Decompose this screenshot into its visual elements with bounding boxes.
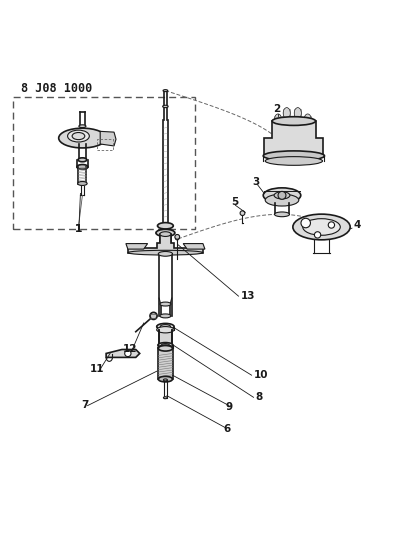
Ellipse shape xyxy=(265,157,322,165)
Ellipse shape xyxy=(160,232,171,237)
Ellipse shape xyxy=(272,117,316,125)
Circle shape xyxy=(150,312,157,319)
Ellipse shape xyxy=(68,130,89,142)
Polygon shape xyxy=(183,244,205,249)
Circle shape xyxy=(278,191,286,199)
Bar xyxy=(159,330,172,343)
Circle shape xyxy=(301,219,310,228)
Ellipse shape xyxy=(163,90,168,92)
Ellipse shape xyxy=(158,343,173,348)
Ellipse shape xyxy=(157,324,174,330)
Text: 5: 5 xyxy=(231,197,239,207)
Text: 2: 2 xyxy=(273,104,280,115)
Polygon shape xyxy=(106,350,140,358)
Bar xyxy=(98,139,113,150)
Ellipse shape xyxy=(128,251,203,255)
Text: 7: 7 xyxy=(81,400,89,410)
Text: 3: 3 xyxy=(252,176,259,187)
Ellipse shape xyxy=(275,212,289,217)
Ellipse shape xyxy=(160,302,171,306)
Ellipse shape xyxy=(59,128,106,148)
Ellipse shape xyxy=(77,165,88,169)
Ellipse shape xyxy=(299,120,306,132)
Ellipse shape xyxy=(265,194,299,206)
Ellipse shape xyxy=(158,345,172,351)
Polygon shape xyxy=(100,131,116,146)
Text: 10: 10 xyxy=(254,370,268,380)
Ellipse shape xyxy=(158,345,173,350)
Circle shape xyxy=(328,222,335,228)
Circle shape xyxy=(175,235,179,239)
Ellipse shape xyxy=(164,397,168,399)
Ellipse shape xyxy=(157,327,174,333)
Ellipse shape xyxy=(304,114,311,125)
Text: 4: 4 xyxy=(354,220,361,230)
Ellipse shape xyxy=(263,151,324,161)
Ellipse shape xyxy=(158,252,172,256)
Ellipse shape xyxy=(288,120,295,132)
Circle shape xyxy=(314,232,321,238)
Text: 9: 9 xyxy=(226,401,233,411)
Polygon shape xyxy=(126,244,148,249)
Ellipse shape xyxy=(303,219,340,235)
Ellipse shape xyxy=(158,376,172,382)
Ellipse shape xyxy=(156,229,175,237)
Ellipse shape xyxy=(164,379,168,381)
Bar xyxy=(13,96,195,229)
Ellipse shape xyxy=(79,125,86,127)
Text: 11: 11 xyxy=(90,364,104,374)
Ellipse shape xyxy=(78,158,87,162)
Text: 1: 1 xyxy=(74,224,82,233)
Text: 8 J08 1000: 8 J08 1000 xyxy=(21,82,92,94)
Ellipse shape xyxy=(160,314,171,318)
Circle shape xyxy=(125,350,131,357)
Ellipse shape xyxy=(274,192,290,199)
Ellipse shape xyxy=(160,325,171,328)
Polygon shape xyxy=(264,121,324,156)
Ellipse shape xyxy=(78,182,87,185)
Ellipse shape xyxy=(293,214,350,240)
Text: 6: 6 xyxy=(224,424,231,434)
Ellipse shape xyxy=(158,223,173,229)
Ellipse shape xyxy=(283,108,290,119)
Circle shape xyxy=(240,211,245,215)
Ellipse shape xyxy=(72,133,85,140)
Ellipse shape xyxy=(294,108,301,119)
Bar xyxy=(158,348,172,379)
Polygon shape xyxy=(128,235,203,253)
Text: 12: 12 xyxy=(122,344,137,354)
Text: 8: 8 xyxy=(256,392,263,402)
Ellipse shape xyxy=(162,344,170,347)
Text: 13: 13 xyxy=(241,291,256,301)
Ellipse shape xyxy=(263,188,301,203)
Circle shape xyxy=(175,236,179,240)
Text: 1: 1 xyxy=(74,224,82,233)
Ellipse shape xyxy=(163,105,168,108)
Ellipse shape xyxy=(275,114,282,125)
